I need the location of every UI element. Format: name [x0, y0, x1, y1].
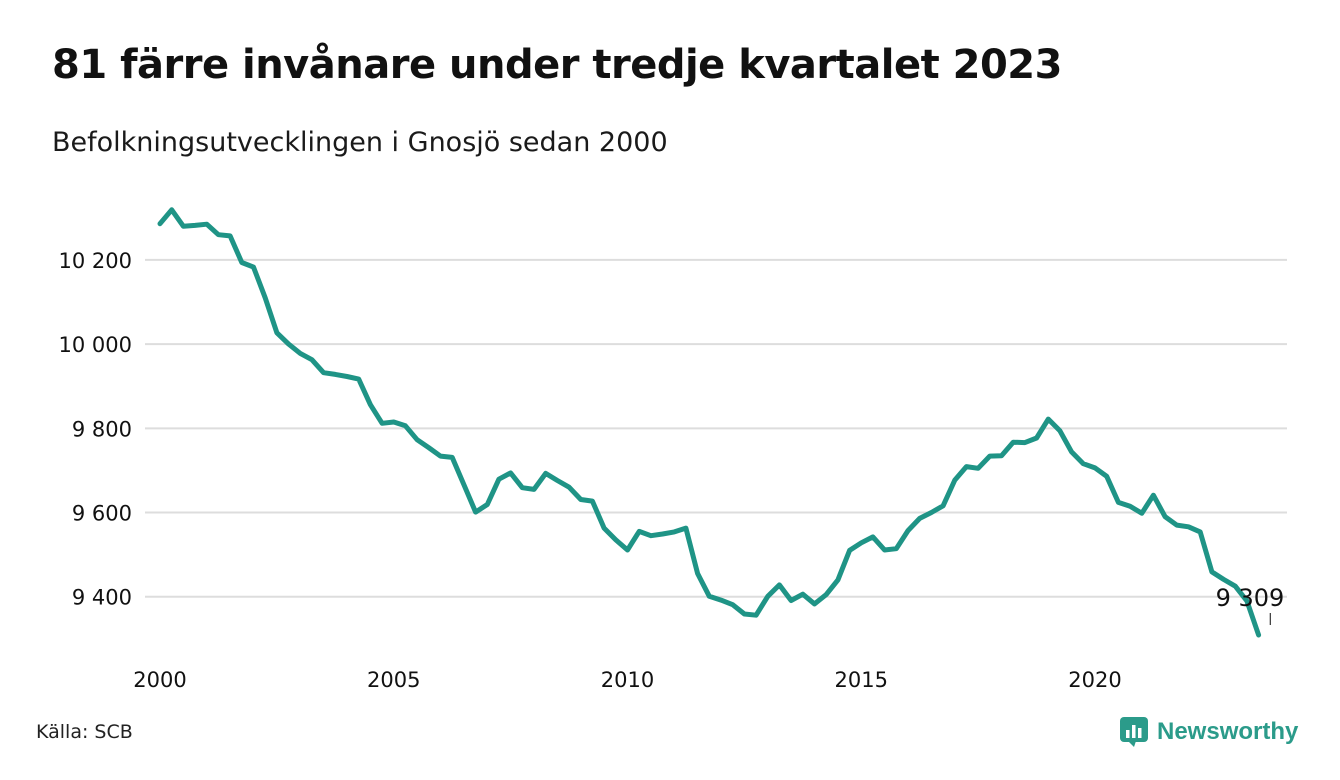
chart-subtitle: Befolkningsutvecklingen i Gnosjö sedan 2…: [52, 127, 668, 158]
y-tick-label: 9 400: [72, 586, 132, 610]
x-tick-label: 2010: [601, 668, 654, 692]
x-tick-label: 2020: [1068, 668, 1121, 692]
grid-lines: [145, 258, 1287, 598]
y-tick-label: 10 200: [59, 249, 132, 273]
last-value-label: 9 309: [1216, 584, 1285, 612]
source-note: Källa: SCB: [36, 721, 133, 743]
y-tick-label: 9 800: [72, 417, 132, 441]
x-axis-ticks: 2000 2005 2010 2015 2020: [133, 668, 1121, 692]
y-tick-label: 10 000: [59, 333, 132, 357]
x-tick-label: 2000: [133, 668, 186, 692]
series-layer: [157, 207, 1262, 638]
brand-name: Newsworthy: [1157, 718, 1299, 745]
brand-logo[interactable]: Newsworthy: [1119, 716, 1298, 748]
line-chart: 9 400 9 600 9 800 10 000 10 200 2000 2005 2010…: [59, 207, 1287, 692]
y-tick-label: 9 600: [72, 502, 132, 526]
series-line: [157, 207, 1262, 638]
y-axis-ticks: 9 400 9 600 9 800 10 000 10 200: [59, 249, 132, 610]
annotation-layer: 9 309: [1216, 584, 1285, 626]
newsworthy-logo-icon: [1120, 717, 1148, 747]
x-tick-label: 2015: [835, 668, 888, 692]
x-tick-label: 2005: [367, 668, 420, 692]
chart-title: 81 färre invånare under tredje kvartalet…: [52, 42, 1062, 88]
